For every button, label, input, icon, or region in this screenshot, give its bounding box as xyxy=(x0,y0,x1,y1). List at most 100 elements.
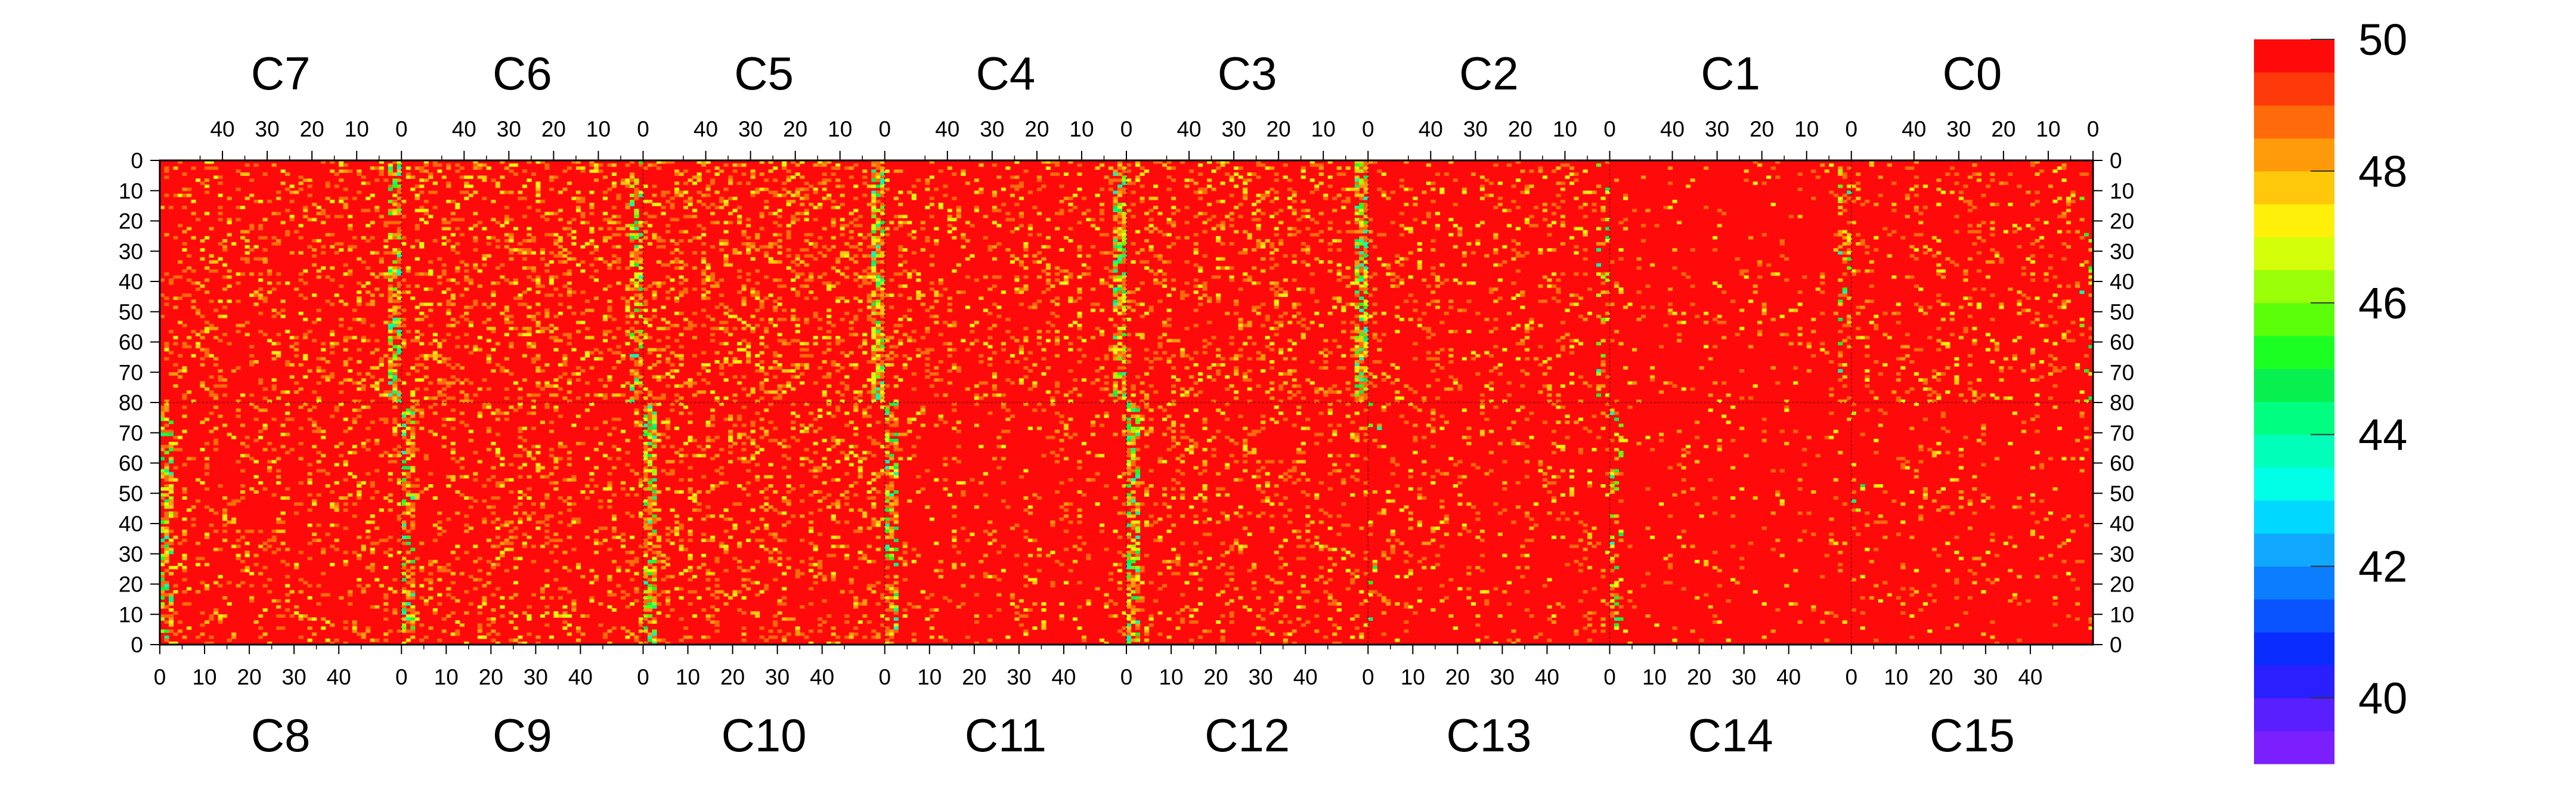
heatmap-cell xyxy=(1072,193,1078,197)
heatmap-cell xyxy=(1354,278,1360,282)
heatmap-cell xyxy=(620,354,626,358)
heatmap-cell xyxy=(1341,275,1346,279)
heatmap-cell xyxy=(348,169,353,173)
heatmap-cell xyxy=(405,330,411,333)
heatmap-cell xyxy=(880,181,886,185)
heatmap-cell xyxy=(956,369,961,373)
heatmap-cell xyxy=(1354,166,1360,170)
heatmap-cell xyxy=(200,348,205,352)
heatmap-cell xyxy=(182,366,187,370)
heatmap-cell xyxy=(920,248,925,252)
heatmap-cell xyxy=(419,378,425,382)
heatmap-cell xyxy=(822,360,827,364)
heatmap-cell xyxy=(249,248,255,252)
heatmap-cell xyxy=(1108,345,1114,349)
heatmap-cell xyxy=(464,287,469,291)
heatmap-cell xyxy=(1166,339,1172,343)
heatmap-cell xyxy=(1359,269,1364,273)
heatmap-cell xyxy=(1023,275,1029,279)
heatmap-cell xyxy=(657,339,662,343)
heatmap-cell xyxy=(777,354,782,358)
heatmap-cell xyxy=(611,215,617,219)
heatmap-cell xyxy=(898,245,903,249)
heatmap-cell xyxy=(1363,163,1368,167)
heatmap-cell xyxy=(397,272,402,276)
heatmap-cell xyxy=(1054,172,1060,176)
heatmap-cell xyxy=(432,160,438,164)
heatmap-cell xyxy=(1426,357,1431,361)
heatmap-cell xyxy=(786,224,791,228)
heatmap-cell xyxy=(625,178,630,182)
heatmap-cell xyxy=(992,245,997,249)
heatmap-cell xyxy=(527,206,532,209)
heatmap-cell xyxy=(907,272,912,276)
heatmap-cell xyxy=(1605,239,1611,243)
heatmap-cell xyxy=(1520,290,1525,294)
heatmap-cell xyxy=(1077,221,1082,225)
heatmap-cell xyxy=(1609,339,1615,343)
heatmap-cell xyxy=(629,327,635,330)
heatmap-cell xyxy=(1838,230,1843,234)
heatmap-cell xyxy=(1497,263,1503,267)
heatmap-cell xyxy=(1623,218,1628,222)
heatmap-cell xyxy=(1327,311,1333,315)
heatmap-cell xyxy=(392,345,398,349)
heatmap-cell xyxy=(1363,290,1368,294)
heatmap-cell xyxy=(1431,239,1436,243)
heatmap-cell xyxy=(1081,378,1087,382)
heatmap-cell xyxy=(366,339,371,343)
heatmap-cell xyxy=(580,169,586,173)
heatmap-cell xyxy=(1766,263,1772,267)
heatmap-cell xyxy=(1327,227,1333,231)
heatmap-cell xyxy=(1842,324,1847,327)
heatmap-cell xyxy=(875,166,881,170)
heatmap-cell xyxy=(173,305,178,309)
heatmap-cell xyxy=(392,184,398,188)
heatmap-cell xyxy=(773,221,778,225)
heatmap-cell xyxy=(1641,224,1646,228)
heatmap-cell xyxy=(1359,196,1364,200)
heatmap-cell xyxy=(397,169,402,173)
heatmap-cell xyxy=(840,203,845,206)
heatmap-cell xyxy=(853,224,859,228)
heatmap-cell xyxy=(1359,160,1364,164)
heatmap-cell xyxy=(1860,203,1865,206)
heatmap-cell xyxy=(880,190,886,194)
heatmap-cell xyxy=(1068,299,1073,304)
heatmap-cell xyxy=(925,348,930,352)
heatmap-cell xyxy=(495,184,500,188)
heatmap-cell xyxy=(1198,196,1203,200)
heatmap-cell xyxy=(1292,233,1297,237)
heatmap-cell xyxy=(1936,348,1942,352)
heatmap-cell xyxy=(1354,375,1360,379)
heatmap-cell xyxy=(683,278,689,282)
heatmap-cell xyxy=(1261,369,1266,373)
heatmap-cell xyxy=(602,218,608,222)
heatmap-cell xyxy=(746,181,751,185)
heatmap-cell xyxy=(1175,378,1181,382)
heatmap-cell xyxy=(205,184,210,188)
heatmap-cell xyxy=(1431,266,1436,270)
heatmap-cell xyxy=(1847,314,1852,318)
heatmap-cell xyxy=(1256,242,1261,246)
heatmap-cell xyxy=(1363,275,1368,279)
heatmap-cell xyxy=(191,281,196,285)
heatmap-cell xyxy=(1690,387,1695,391)
heatmap-cell xyxy=(1238,324,1243,327)
heatmap-cell xyxy=(643,184,648,188)
heatmap-cell xyxy=(414,193,420,197)
heatmap-cell xyxy=(1193,181,1199,185)
heatmap-cell xyxy=(531,251,536,255)
heatmap-cell xyxy=(974,339,979,343)
heatmap-cell xyxy=(1354,275,1360,279)
heatmap-cell xyxy=(679,333,684,336)
heatmap-cell xyxy=(1104,266,1109,270)
heatmap-cell xyxy=(1144,311,1150,315)
heatmap-cell xyxy=(1533,206,1539,209)
heatmap-cell xyxy=(1162,351,1168,355)
heatmap-cell xyxy=(1713,248,1718,252)
heatmap-cell xyxy=(629,254,635,258)
heatmap-cell xyxy=(692,266,698,270)
heatmap-cell xyxy=(321,251,326,255)
heatmap-cell xyxy=(1354,290,1360,294)
